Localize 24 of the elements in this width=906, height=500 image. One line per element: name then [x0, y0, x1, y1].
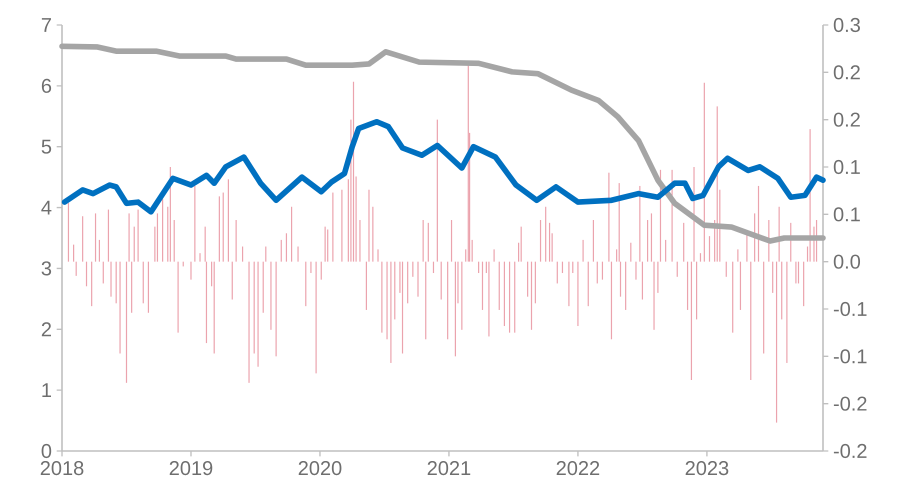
y2-tick-label: 0.2: [834, 65, 860, 80]
y-tick-label: 3: [42, 261, 52, 276]
x-tick-label: 2019: [170, 461, 212, 476]
y2-tick-label: 0.0: [834, 254, 860, 269]
y2-tick-label: -0.1: [834, 349, 867, 364]
y-tick-label: 1: [42, 383, 51, 398]
y2-tick-label: 0.1: [834, 160, 860, 174]
y2-tick-label: -0.1: [834, 302, 867, 316]
y-tick-label: 5: [42, 140, 52, 154]
x-tick-label: 2021: [428, 461, 470, 476]
y2-tick-label: 0.2: [834, 112, 860, 127]
x-tick-label: 2020: [298, 461, 342, 476]
y-tick-label: 0: [42, 444, 52, 458]
y-tick-label: 7: [42, 18, 51, 32]
y2-tick-label: -0.2: [834, 396, 866, 411]
y2-tick-label: 0.1: [834, 207, 860, 222]
y-tick-label: 4: [41, 200, 52, 214]
x-tick-label: 2023: [686, 461, 728, 476]
y-tick-label: 2: [42, 322, 51, 336]
x-tick-label: 2022: [556, 461, 600, 476]
y-tick-label: 6: [42, 78, 52, 93]
y2-tick-label: 0.3: [834, 18, 860, 32]
y2-tick-label: -0.2: [834, 444, 866, 458]
x-tick-label: 2018: [40, 461, 84, 476]
